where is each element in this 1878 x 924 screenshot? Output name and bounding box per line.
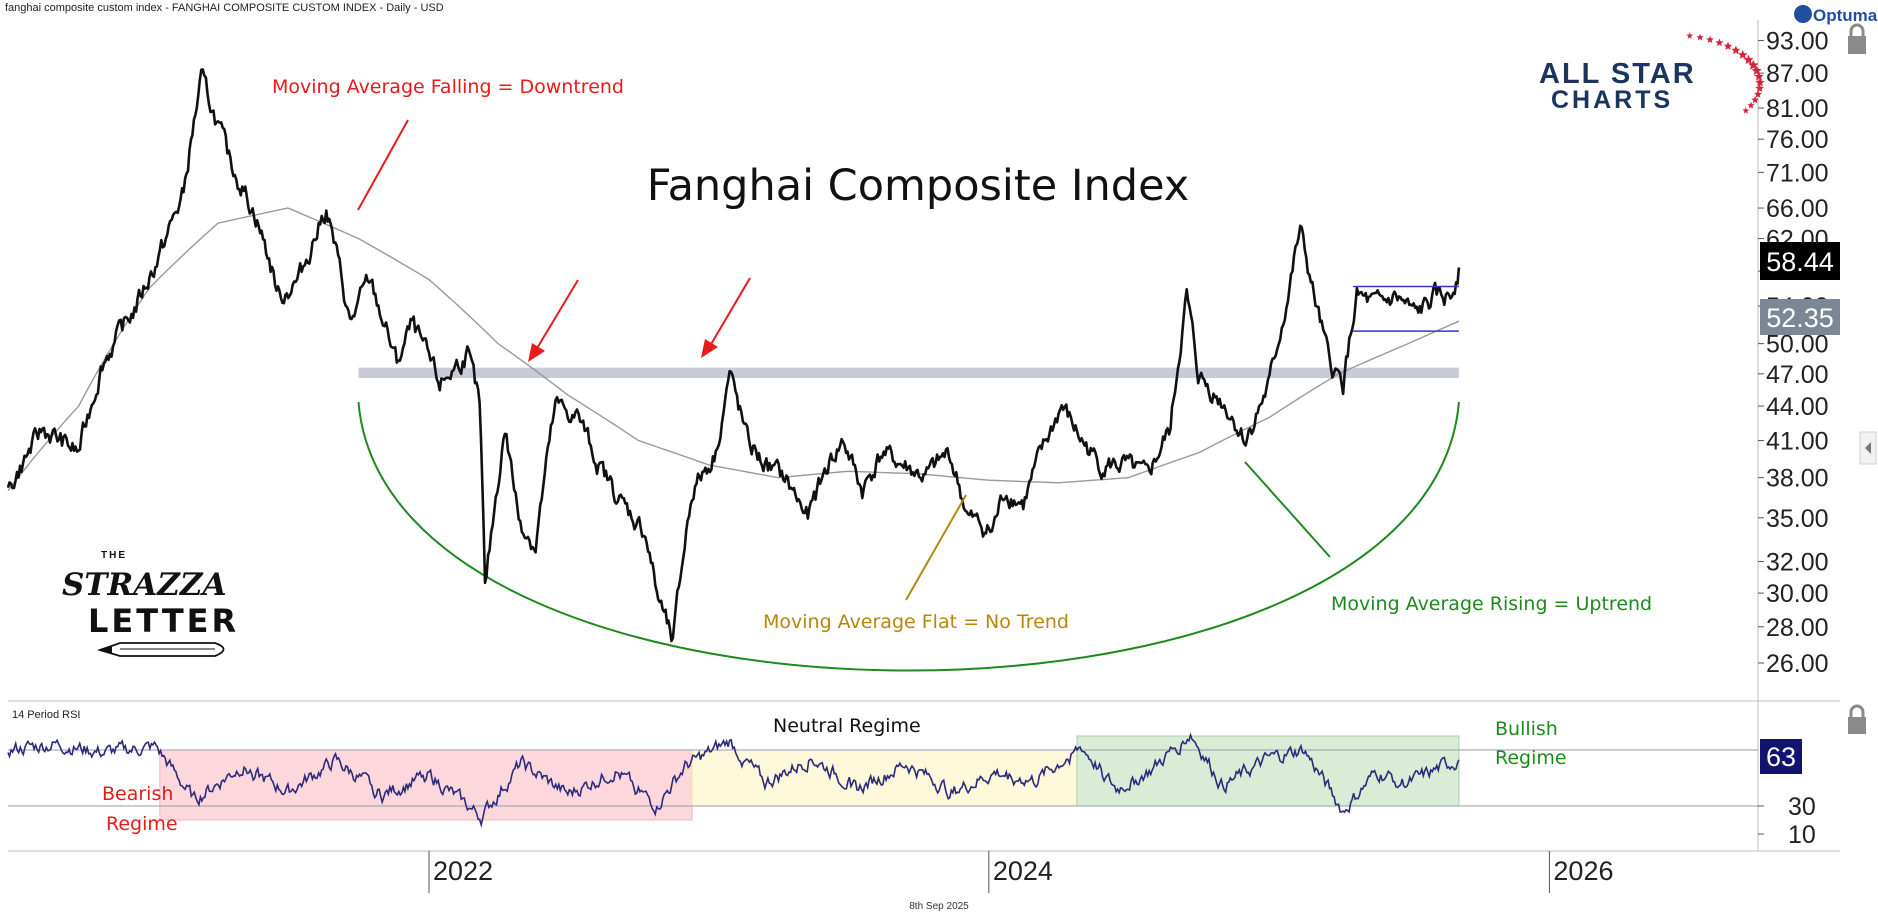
regime-bullish-label: Bullish [1495,718,1558,740]
svg-text:CHARTS: CHARTS [1551,86,1673,114]
collapse-panel-icon[interactable] [1859,431,1877,465]
chart-title: Fanghai Composite Index [647,161,1189,211]
star-icon [1751,96,1759,104]
star-icon [1748,59,1759,70]
lock-icon[interactable] [1848,704,1866,734]
price-axis-ticks: 26.00 28.00 30.00 32.00 35.00 38.00 41.00 44.00… [1758,28,1829,678]
regime-neutral-label: Neutral Regime [773,715,921,737]
last-rsi-label: 63 [1766,742,1796,772]
star-icon [1706,35,1714,43]
annotation-flat-line [905,494,967,601]
optuma-logo-icon [1794,5,1812,23]
arrow-icon [701,277,751,358]
time-tick-label: 2022 [433,856,493,886]
last-ma-badge [1760,299,1840,335]
price-tick-label: 71.00 [1766,159,1829,187]
resistance-band-layer [358,367,1459,379]
time-axis-ticks: 2022 2024 2026 [428,851,1613,893]
star-icon [1743,54,1754,65]
last-price-label: 58.44 [1766,247,1834,277]
pen-icon [97,642,225,657]
last-price-badge [1760,242,1840,280]
annotation-rising-line [1244,461,1331,558]
price-line [6,68,1461,643]
price-tick-label: 47.00 [1766,361,1829,389]
chart-caption: fanghai composite custom index - FANGHAI… [5,2,444,14]
arrow-icon [528,279,579,362]
last-rsi-badge [1760,739,1802,774]
time-tick-label: 2026 [1553,856,1613,886]
svg-text:THE: THE [101,550,127,561]
price-tick-label: 38.00 [1766,465,1829,493]
star-icon [1696,33,1704,41]
star-icon [1723,41,1733,50]
star-icon [1754,90,1763,98]
moving-average-line [7,207,1460,492]
time-tick-label: 2024 [993,856,1053,886]
price-tick-label: 76.00 [1766,126,1829,154]
moving-average-layer [7,207,1460,492]
svg-text:STRAZZA: STRAZZA [62,567,227,603]
svg-text:LETTER: LETTER [88,602,239,640]
rsi-layer [7,732,1460,828]
rsi-tick-label: 30 [1788,793,1816,821]
strazza-letter-logo: THE STRAZZA LETTER [62,550,239,657]
consolidation-box [1353,285,1459,332]
star-icon [1754,71,1764,81]
annotation-curves [357,401,1460,672]
star-icon [1731,45,1741,55]
star-icon [1738,49,1748,59]
price-tick-label: 93.00 [1766,28,1829,56]
star-icon [1755,77,1765,87]
star-icon [1747,101,1755,109]
last-ma-label: 52.35 [1766,303,1834,333]
price-tick-label: 81.00 [1766,95,1829,123]
regime-zone [159,749,693,821]
optuma-logo-text: Optuma [1813,6,1878,25]
price-tick-label: 41.00 [1766,428,1829,456]
price-tick-label: 28.00 [1766,614,1829,642]
price-tick-label: 44.00 [1766,393,1829,421]
price-tick-label: 66.00 [1766,195,1829,223]
rsi-regimes [8,735,1758,821]
price-tick-label: 87.00 [1766,60,1829,88]
resistance-band [358,367,1459,379]
price-tick-label: 50.00 [1766,331,1829,359]
svg-text:ALL STAR: ALL STAR [1539,58,1696,90]
regime-bullish-label: Regime [1495,747,1567,769]
rsi-tick-label: 10 [1788,821,1816,849]
price-tick-label: 26.00 [1766,650,1829,678]
rsi-line [7,732,1460,828]
star-icon [1755,83,1764,93]
star-icon [1715,38,1724,47]
footer-date: 8th Sep 2025 [909,901,969,912]
price-layer [6,68,1461,643]
lock-icon[interactable] [1848,23,1866,54]
price-tick-label: 30.00 [1766,580,1829,608]
all-star-charts-logo: ALL STAR CHARTS [1539,32,1765,114]
annotation-flat: Moving Average Flat = No Trend [763,611,1069,633]
regime-bearish-label: Bearish [102,783,173,805]
annotation-falling-line [357,119,409,211]
rounding-bottom-curve [357,401,1460,672]
star-icon [1742,107,1750,114]
price-tick-label: 35.00 [1766,505,1829,533]
annotation-falling: Moving Average Falling = Downtrend [272,76,624,98]
regime-zone [1076,735,1460,807]
rsi-title: 14 Period RSI [12,709,80,721]
star-icon [1686,32,1693,39]
annotation-rising: Moving Average Rising = Uptrend [1331,593,1652,615]
price-tick-label: 32.00 [1766,549,1829,577]
regime-bearish-label: Regime [106,813,178,835]
